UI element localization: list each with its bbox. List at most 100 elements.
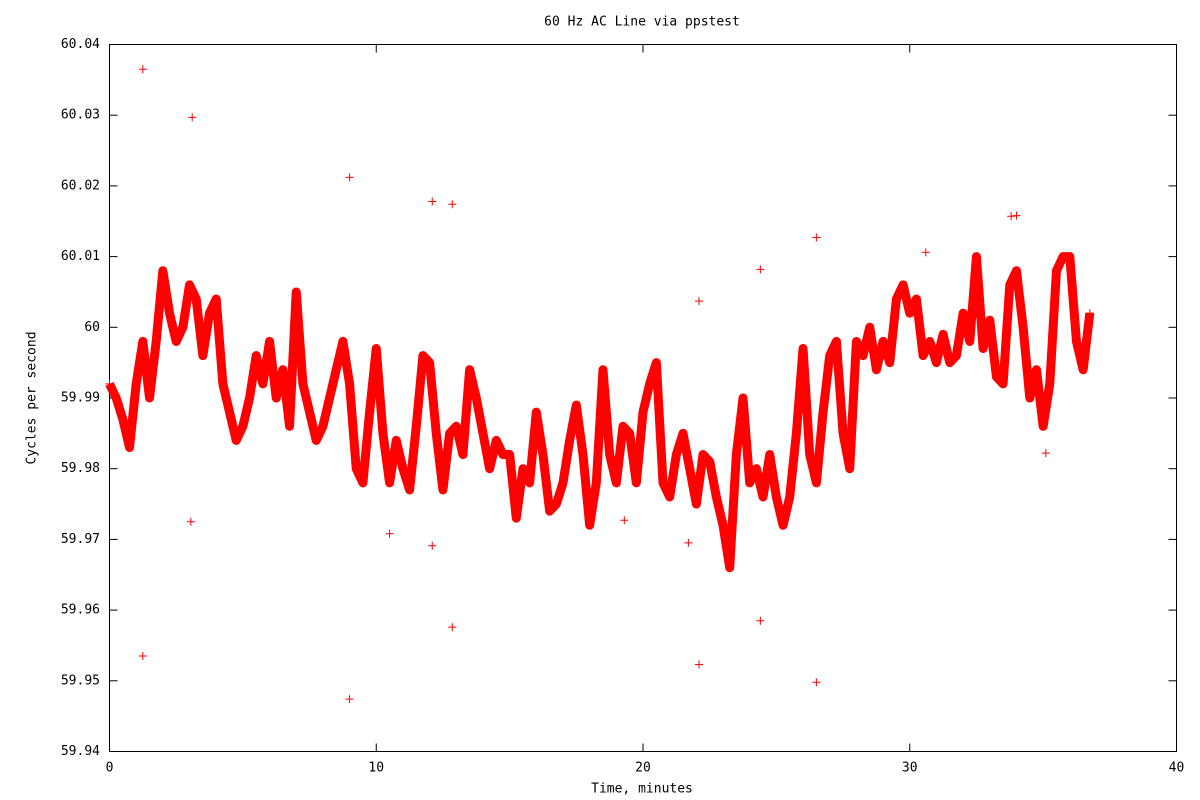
data-point [345,379,354,388]
data-point [985,316,994,325]
x-axis-label: Time, minutes [591,782,693,797]
data-point [932,358,941,367]
data-point [538,450,547,459]
data-point [739,394,748,402]
y-tick-label: 60.01 [61,249,100,264]
data-point [1079,365,1088,374]
x-tick-label: 0 [106,761,114,776]
data-point [472,394,481,402]
data-point [158,266,167,275]
data-point [425,358,434,367]
data-point [318,422,327,431]
data-point [218,379,227,388]
data-point [565,436,574,445]
data-point [632,478,641,487]
data-point [485,464,494,473]
data-point [192,295,201,304]
data-point [825,351,834,360]
chart-title: 60 Hz AC Line via ppstest [544,15,740,30]
data-point [892,295,901,304]
data-point [919,351,928,360]
y-tick-label: 60.04 [61,37,100,52]
data-point [605,450,614,459]
x-tick-label: 10 [368,761,384,776]
data-point [492,436,501,445]
data-point [639,408,647,417]
data-point [905,309,914,318]
data-point [832,337,841,346]
data-point [252,351,261,360]
data-point [165,309,174,318]
data-point [448,200,457,209]
data-point [345,695,354,704]
data-point [819,408,828,417]
y-axis-label: Cycles per second [25,331,40,464]
data-point [418,351,427,360]
data-point [1085,309,1094,318]
data-point [358,478,367,487]
data-point [338,337,347,346]
data-point [1005,280,1014,289]
data-point [545,507,554,516]
data-point [518,464,527,473]
data-point [138,65,147,74]
data-point [1045,379,1054,388]
data-point [792,429,801,438]
data-point [659,478,668,487]
data-point [1012,266,1021,275]
data-point [1032,365,1041,374]
data-point [612,478,621,487]
data-point [620,516,629,525]
data-point [305,408,314,417]
data-point [952,351,961,360]
data-point [1007,212,1016,221]
data-point [725,563,734,572]
data-point [799,344,808,353]
data-point [505,450,514,459]
data-point [438,485,447,494]
data-point [925,337,934,346]
data-point [772,492,781,501]
data-point [378,429,387,438]
data-point [779,521,788,530]
data-point [385,529,394,538]
data-point [719,521,728,530]
data-point [278,365,287,374]
data-point [885,358,894,367]
data-point [695,297,704,306]
data-point [398,464,407,473]
data-point [756,616,765,625]
data-point [412,422,421,431]
data-point [859,351,868,360]
data-point [712,492,721,501]
data-point [265,337,274,346]
data-point [198,351,207,360]
data-point [365,408,374,417]
data-point [785,492,794,501]
data-point [732,450,741,459]
x-tick-label: 30 [902,761,918,776]
data-point [325,394,334,402]
data-point [992,372,1001,381]
data-point [1059,252,1068,261]
data-point [445,429,454,438]
data-point [225,408,234,417]
data-point [899,280,908,289]
data-point [939,330,948,339]
data-point [1012,211,1021,220]
data-point [1019,323,1028,332]
data-point [1025,394,1034,402]
data-point [592,478,601,487]
data-point [845,464,854,473]
data-point [812,678,821,687]
data-point [452,422,461,431]
data-point [921,248,930,257]
data-point [1039,422,1048,431]
data-point [212,295,221,304]
data-point [105,379,114,388]
data-point [448,623,457,632]
data-point [118,415,127,424]
data-point [598,365,607,374]
data-point [1041,449,1050,458]
